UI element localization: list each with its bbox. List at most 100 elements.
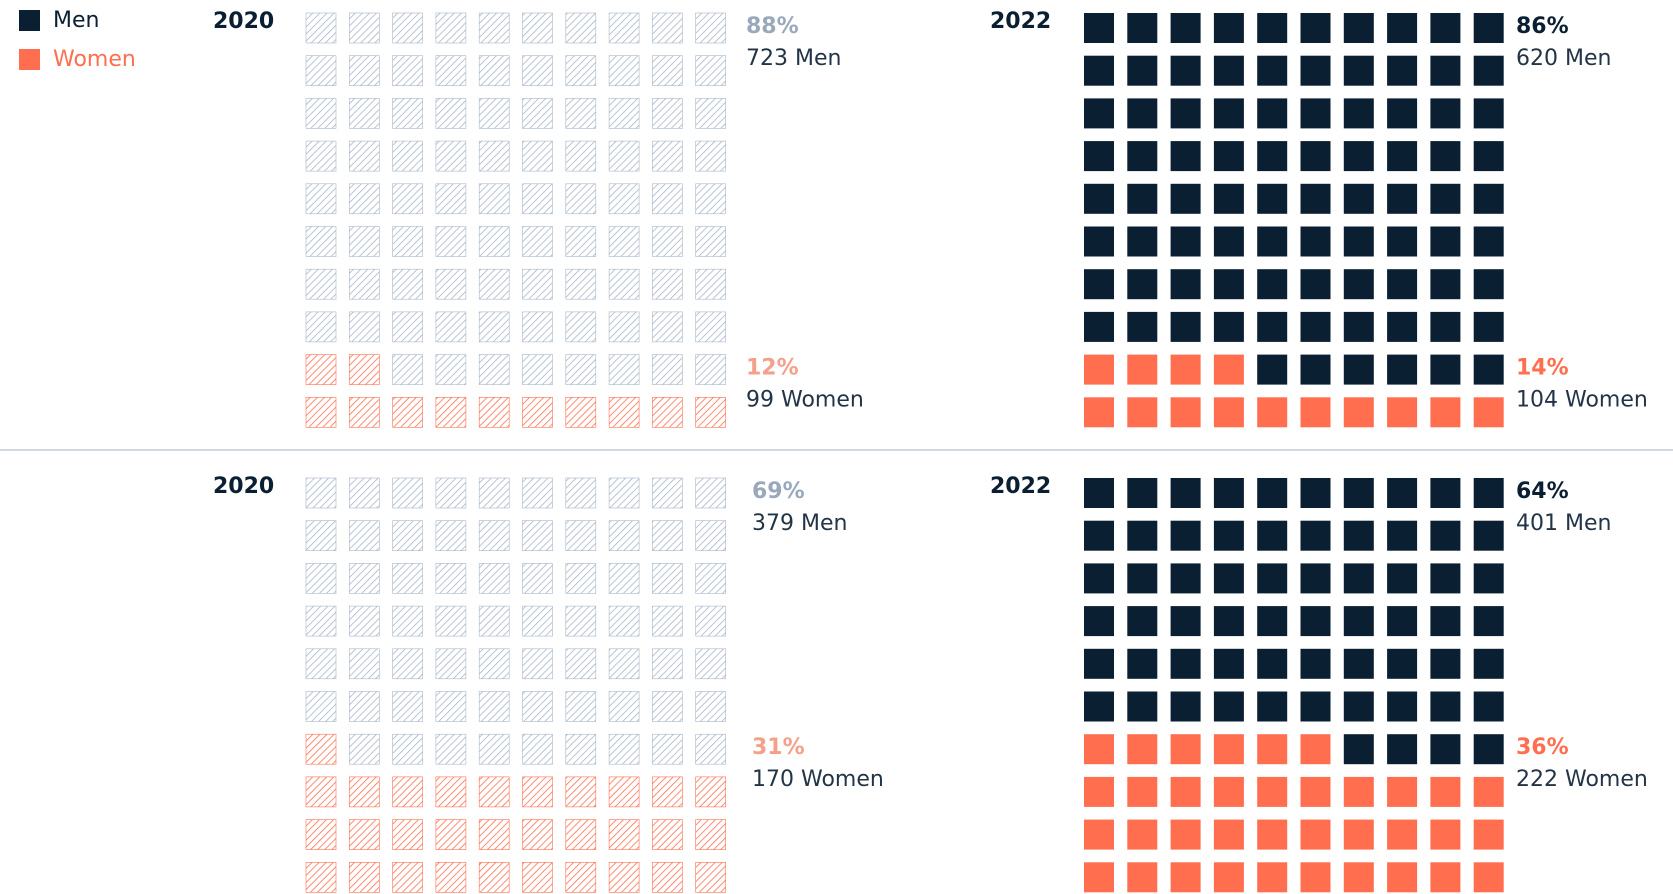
waffle-cell: [435, 691, 467, 722]
waffle-cell: [305, 819, 337, 850]
waffle-cell: [1257, 397, 1288, 428]
waffle-cell: [392, 311, 423, 343]
waffle-cell: [1213, 819, 1244, 850]
waffle-cell: [695, 396, 727, 428]
waffle-cell: [1430, 311, 1461, 342]
percent-label: 14%: [1516, 356, 1569, 381]
waffle-cell: [608, 691, 640, 722]
percent-label: 31%: [752, 735, 805, 760]
waffle-cell: [1213, 606, 1244, 637]
waffle-cell: [1213, 734, 1244, 765]
waffle-cell: [1343, 520, 1374, 551]
waffle-cell: [392, 477, 423, 509]
waffle-cell: [565, 520, 597, 552]
waffle-cell: [1430, 183, 1461, 214]
waffle-cell: [1343, 478, 1374, 508]
year-label: 2020: [213, 9, 274, 34]
waffle-cell: [1084, 734, 1114, 765]
waffle-cell: [478, 268, 510, 300]
waffle-cell: [565, 776, 597, 808]
waffle-cell: [522, 819, 553, 850]
waffle-cell: [1170, 691, 1201, 722]
waffle-cell: [1387, 776, 1418, 807]
waffle-cell: [1084, 13, 1114, 43]
waffle-cell: [1387, 354, 1418, 385]
waffle-cell: [1430, 734, 1461, 765]
waffle-cell: [305, 98, 337, 129]
waffle-cell: [1473, 862, 1504, 893]
waffle-cell: [1127, 520, 1158, 551]
waffle-cell: [435, 648, 467, 680]
waffle-cell: [1300, 183, 1331, 214]
waffle-cell: [435, 12, 467, 44]
waffle-cell: [1387, 691, 1418, 722]
waffle-cell: [1300, 354, 1331, 385]
waffle-cell: [1127, 98, 1158, 129]
waffle-cell: [565, 12, 597, 44]
waffle-cell: [348, 140, 380, 172]
waffle-cell: [1213, 311, 1244, 342]
waffle-cell: [522, 354, 553, 385]
waffle-cell: [1430, 55, 1461, 86]
waffle-cell: [1257, 354, 1288, 385]
waffle-cell: [435, 354, 467, 385]
waffle-cell: [1127, 734, 1158, 765]
waffle-cell: [435, 183, 467, 215]
waffle-cell: [1257, 183, 1288, 214]
waffle-cell: [1257, 311, 1288, 342]
waffle-cell: [1343, 226, 1374, 257]
waffle-cell: [608, 605, 640, 637]
waffle-cell: [1473, 55, 1504, 86]
waffle-cell: [1300, 563, 1331, 594]
legend-label: Women: [53, 47, 136, 72]
waffle-cell: [695, 605, 727, 637]
waffle-cell: [348, 605, 380, 637]
waffle-cell: [348, 477, 380, 509]
waffle-cell: [1430, 862, 1461, 893]
waffle-cell: [608, 520, 640, 552]
waffle-cell: [522, 98, 553, 129]
waffle-cell: [1213, 478, 1244, 508]
waffle-cell: [305, 55, 337, 87]
waffle-cell: [348, 396, 380, 428]
waffle-cell: [1473, 311, 1504, 342]
waffle-cell: [608, 311, 640, 343]
waffle-cell: [1473, 141, 1504, 172]
waffle-cell: [1387, 862, 1418, 893]
waffle-cell: [1170, 354, 1201, 385]
waffle-cell: [1170, 55, 1201, 86]
waffle-cell: [392, 520, 423, 552]
waffle-cell: [392, 396, 423, 428]
waffle-cell: [1473, 606, 1504, 637]
waffle-cell: [1300, 520, 1331, 551]
waffle-cell: [1084, 520, 1114, 551]
waffle-cell: [305, 477, 337, 509]
percent-label: 36%: [1516, 735, 1569, 760]
waffle-cell: [522, 776, 553, 808]
waffle-cell: [1084, 648, 1114, 679]
waffle-cell: [1387, 648, 1418, 679]
waffle-cell: [1127, 691, 1158, 722]
waffle-cell: [1257, 478, 1288, 508]
waffle-cell: [1127, 55, 1158, 86]
waffle-cell: [1430, 269, 1461, 300]
waffle-cell: [1170, 226, 1201, 257]
waffle-cell: [695, 98, 727, 129]
count-label: 222 Women: [1516, 767, 1648, 792]
waffle-cell: [1257, 606, 1288, 637]
waffle-cell: [478, 311, 510, 343]
waffle-cell: [392, 268, 423, 300]
waffle-cell: [1300, 226, 1331, 257]
waffle-cell: [435, 563, 467, 594]
waffle-cell: [392, 12, 423, 44]
waffle-cell: [1300, 606, 1331, 637]
waffle-cell: [305, 861, 337, 893]
waffle-cell: [652, 563, 683, 594]
waffle-cell: [348, 861, 380, 893]
waffle-cell: [348, 226, 380, 257]
waffle-cell: [1127, 311, 1158, 342]
waffle-cell: [1473, 98, 1504, 129]
waffle-cell: [1127, 776, 1158, 807]
waffle-cell: [1300, 691, 1331, 722]
waffle-cell: [478, 98, 510, 129]
